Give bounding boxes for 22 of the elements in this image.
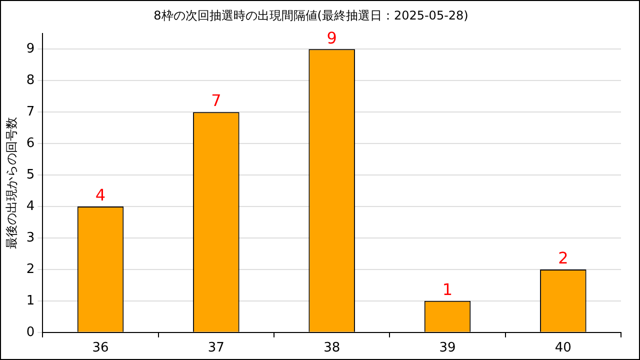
y-tick-label: 5: [26, 167, 35, 182]
data-label: 7: [211, 91, 222, 110]
y-tick-label: 1: [26, 293, 35, 308]
x-tick-label: 40: [554, 340, 572, 356]
chart-title: 8枠の次回抽選時の出現間隔値(最終抽選日：2025-05-28): [154, 8, 468, 22]
y-tick-label: 8: [26, 72, 35, 88]
x-tick-label: 36: [92, 340, 109, 356]
y-axis-title: 最後の出現からの回号数: [4, 116, 18, 249]
y-tick-label: 6: [26, 136, 35, 151]
data-label: 1: [442, 280, 453, 300]
y-tick-label: 4: [26, 198, 35, 214]
y-tick-label: 3: [26, 230, 35, 246]
x-tick-label: 39: [439, 340, 456, 356]
x-tick-label: 38: [324, 340, 340, 356]
y-tick-label: 0: [26, 324, 35, 340]
y-tick-label: 7: [26, 104, 35, 120]
x-tick-label: 37: [208, 340, 224, 356]
data-label: 9: [326, 28, 337, 48]
y-tick-label: 9: [26, 42, 35, 57]
data-label: 2: [558, 248, 568, 268]
y-tick-label: 2: [26, 262, 35, 277]
data-label: 4: [95, 186, 106, 205]
